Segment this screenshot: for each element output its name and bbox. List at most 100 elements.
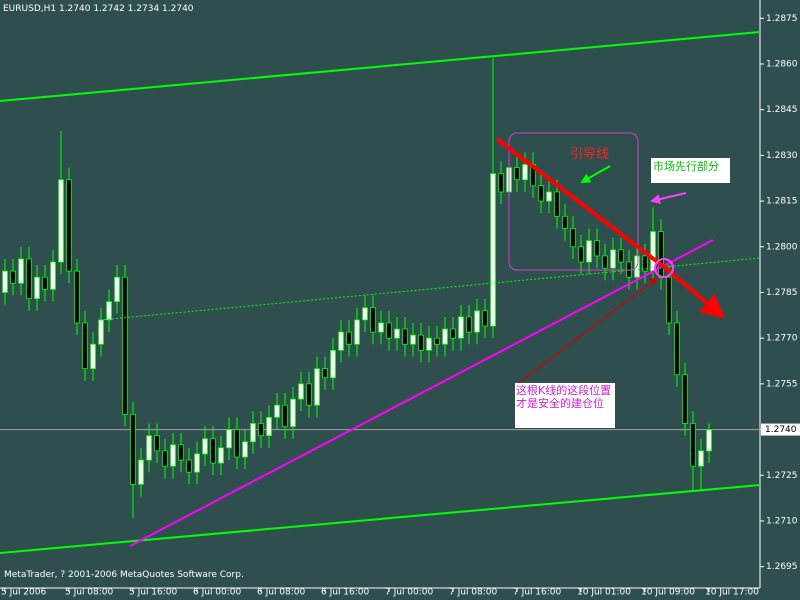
candle-body (58, 179, 64, 263)
candle-body (314, 368, 320, 406)
candle-body (594, 240, 600, 257)
x-tick-label: 10 Jul 09:00 (641, 588, 695, 598)
candle-body (570, 228, 576, 248)
y-tick-label: 1.2815 (766, 197, 798, 207)
candle-body (466, 316, 472, 333)
candle-body (210, 438, 216, 464)
candle-body (234, 429, 240, 458)
candle-body (114, 276, 120, 303)
candle-body (90, 343, 96, 370)
candle-body (50, 261, 56, 290)
candle-body (138, 459, 144, 485)
candle-body (258, 423, 264, 437)
candle-body (362, 307, 368, 321)
candle-body (74, 270, 80, 324)
candle-body (306, 383, 312, 406)
candle-body (658, 231, 664, 278)
candle-body (42, 276, 48, 290)
candle-body (674, 322, 680, 376)
candle-body (274, 404, 280, 418)
candle-body (154, 435, 160, 452)
candle-body (250, 423, 256, 443)
candle-body (106, 301, 112, 321)
candle-body (450, 328, 456, 339)
candle-body (698, 450, 704, 467)
x-tick-label: 5 Jul 08:00 (65, 588, 114, 598)
candle-body (330, 349, 336, 379)
x-tick-label: 7 Jul 08:00 (449, 588, 498, 598)
annotation: 市场先行部分 (651, 158, 730, 183)
channel-bottom (0, 484, 761, 554)
header: EURUSD,H1 1.2740 1.2742 1.2734 1.2740 (3, 4, 194, 14)
candle-body (26, 258, 32, 299)
candle-body (610, 249, 616, 269)
annotation: 引导线 (570, 147, 610, 162)
candle-body (202, 438, 208, 455)
x-tick-label: 5 Jul 2006 (1, 588, 46, 598)
y-tick-label: 1.2695 (766, 562, 798, 572)
y-tick-label: 1.2710 (766, 516, 798, 526)
x-tick-label: 5 Jul 16:00 (129, 588, 178, 598)
candle-body (290, 398, 296, 427)
candle-body (602, 255, 608, 269)
candle-body (474, 310, 480, 333)
candle-body (186, 459, 192, 473)
candle-body (418, 334, 424, 351)
y-tick-label: 1.2845 (766, 105, 798, 115)
x-tick-label: 6 Jul 08:00 (257, 588, 306, 598)
candle-body (98, 319, 104, 345)
x-tick-label: 7 Jul 16:00 (513, 588, 562, 598)
candle-body (194, 453, 200, 473)
candle-body (514, 167, 520, 181)
last-price-label: 1.2740 (765, 425, 797, 435)
candle-body (122, 276, 128, 415)
candle-body (618, 249, 624, 263)
candle-body (178, 444, 184, 461)
candle-body (666, 276, 672, 324)
candle-body (370, 307, 376, 333)
candle-body (530, 164, 536, 187)
candle-body (10, 270, 16, 284)
candle-body (562, 215, 568, 229)
candle-body (82, 322, 88, 370)
x-tick-label: 7 Jul 00:00 (385, 588, 434, 598)
candle-body (354, 319, 360, 345)
candle-body (282, 404, 288, 427)
candle-body (498, 173, 504, 193)
x-tick-label: 10 Jul 17:00 (705, 588, 759, 598)
candle-body (162, 450, 168, 467)
last-price-box (761, 423, 800, 436)
candle-body (402, 328, 408, 345)
candle-body (346, 331, 352, 345)
candle-body (546, 191, 552, 202)
candle-body (538, 185, 544, 202)
y-tick-label: 1.2860 (766, 59, 798, 69)
candle-body (482, 310, 488, 327)
x-tick-label: 6 Jul 00:00 (193, 588, 242, 598)
candle-body (298, 383, 304, 400)
candle-body (242, 441, 248, 458)
y-tick-label: 1.2725 (766, 471, 798, 481)
candle-body (34, 276, 40, 299)
candle-body (266, 416, 272, 437)
candle-body (522, 164, 528, 181)
candle-body (130, 413, 136, 485)
copyright: MetaTrader, ? 2001-2006 MetaQuotes Softw… (4, 570, 244, 580)
x-tick-label: 6 Jul 16:00 (321, 588, 370, 598)
candle-body (322, 368, 328, 379)
y-tick-label: 1.2785 (766, 288, 798, 298)
annotation: 这根K线的这段位置才是安全的建仓位 (515, 383, 615, 428)
candle-body (378, 322, 384, 333)
y-tick-label: 1.2830 (766, 151, 798, 161)
y-tick-label: 1.2800 (766, 242, 798, 252)
y-tick-label: 1.2875 (766, 14, 798, 24)
candle-body (554, 191, 560, 217)
candle-body (410, 334, 416, 345)
x-tick-label: 10 Jul 01:00 (577, 588, 631, 598)
trend-line (129, 239, 714, 547)
candle-body (578, 246, 584, 263)
candle-body (18, 258, 24, 284)
candle-body (66, 179, 72, 272)
candle-body (442, 328, 448, 345)
